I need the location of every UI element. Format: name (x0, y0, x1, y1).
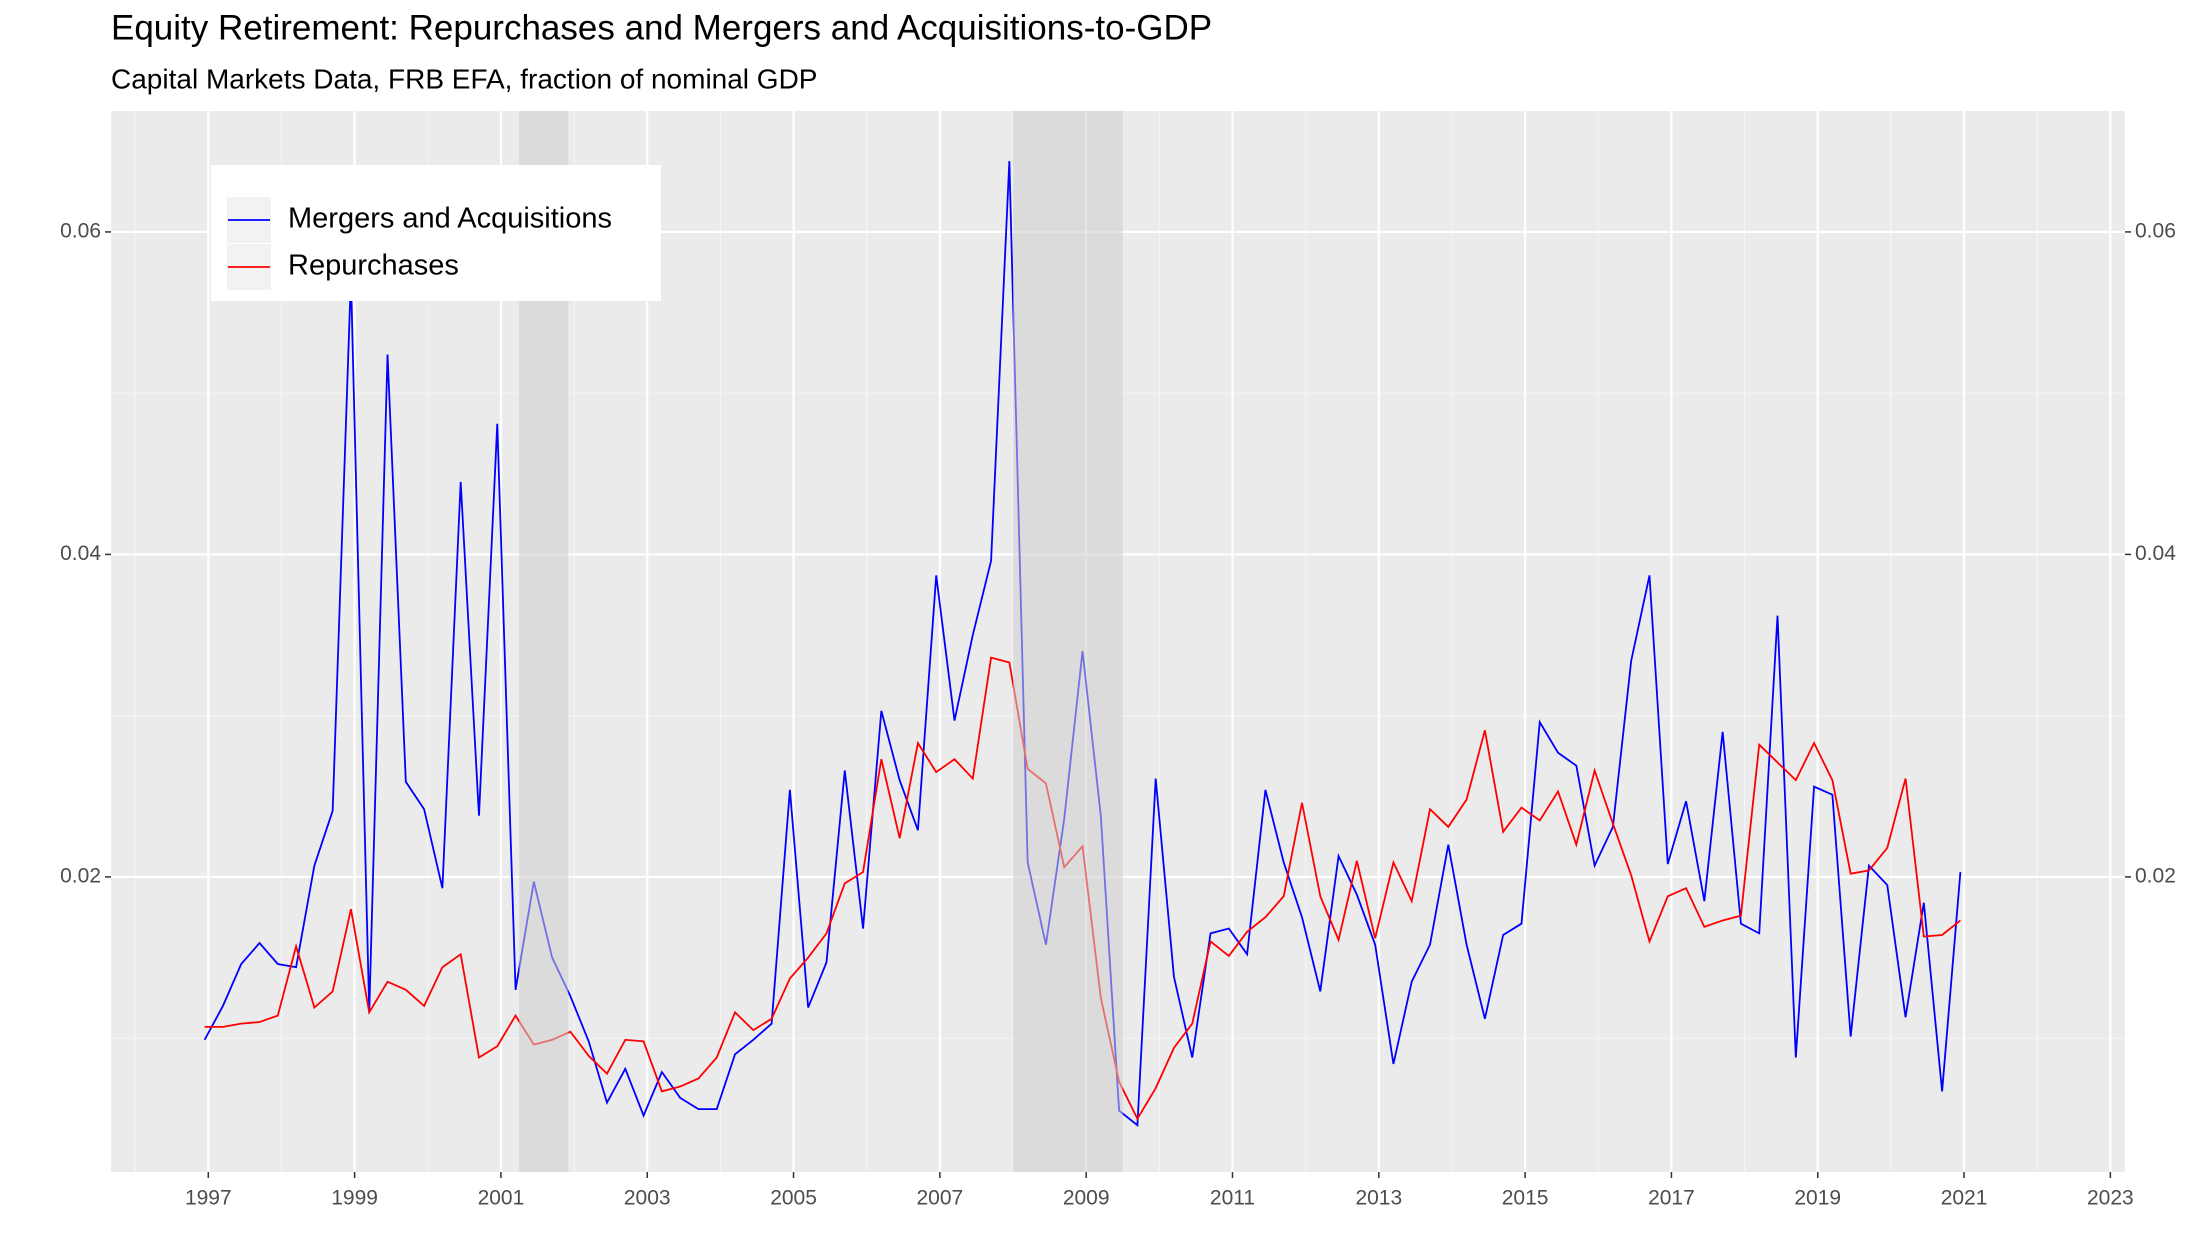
x-tick-label: 2003 (624, 1187, 671, 1210)
legend-label: Mergers and Acquisitions (288, 203, 612, 235)
legend-label: Repurchases (288, 250, 459, 282)
x-tick-label: 2021 (1941, 1187, 1988, 1210)
x-tick-label: 2007 (917, 1187, 964, 1210)
x-tick-label: 2019 (1794, 1187, 1841, 1210)
chart-subtitle: Capital Markets Data, FRB EFA, fraction … (111, 63, 817, 94)
x-tick-label: 2011 (1210, 1187, 1255, 1210)
y2-tick-label: 0.06 (2135, 219, 2176, 242)
y2-tick-label: 0.02 (2135, 864, 2176, 887)
y-tick-label: 0.06 (60, 219, 101, 242)
x-tick-label: 2005 (770, 1187, 817, 1210)
chart-title: Equity Retirement: Repurchases and Merge… (111, 8, 1212, 47)
x-tick-label: 1997 (185, 1187, 232, 1210)
x-tick-label: 2015 (1502, 1187, 1549, 1210)
legend-box (211, 165, 661, 301)
y-tick-label: 0.04 (60, 542, 101, 565)
recession-shade (1013, 111, 1123, 1172)
x-tick-label: 2017 (1648, 1187, 1695, 1210)
x-tick-label: 2001 (478, 1187, 525, 1210)
y2-tick-label: 0.04 (2135, 542, 2176, 565)
x-tick-label: 1999 (331, 1187, 378, 1210)
x-tick-label: 2009 (1063, 1187, 1110, 1210)
y-tick-label: 0.02 (60, 864, 101, 887)
x-tick-label: 2023 (2087, 1187, 2134, 1210)
x-tick-label: 2013 (1355, 1187, 1402, 1210)
